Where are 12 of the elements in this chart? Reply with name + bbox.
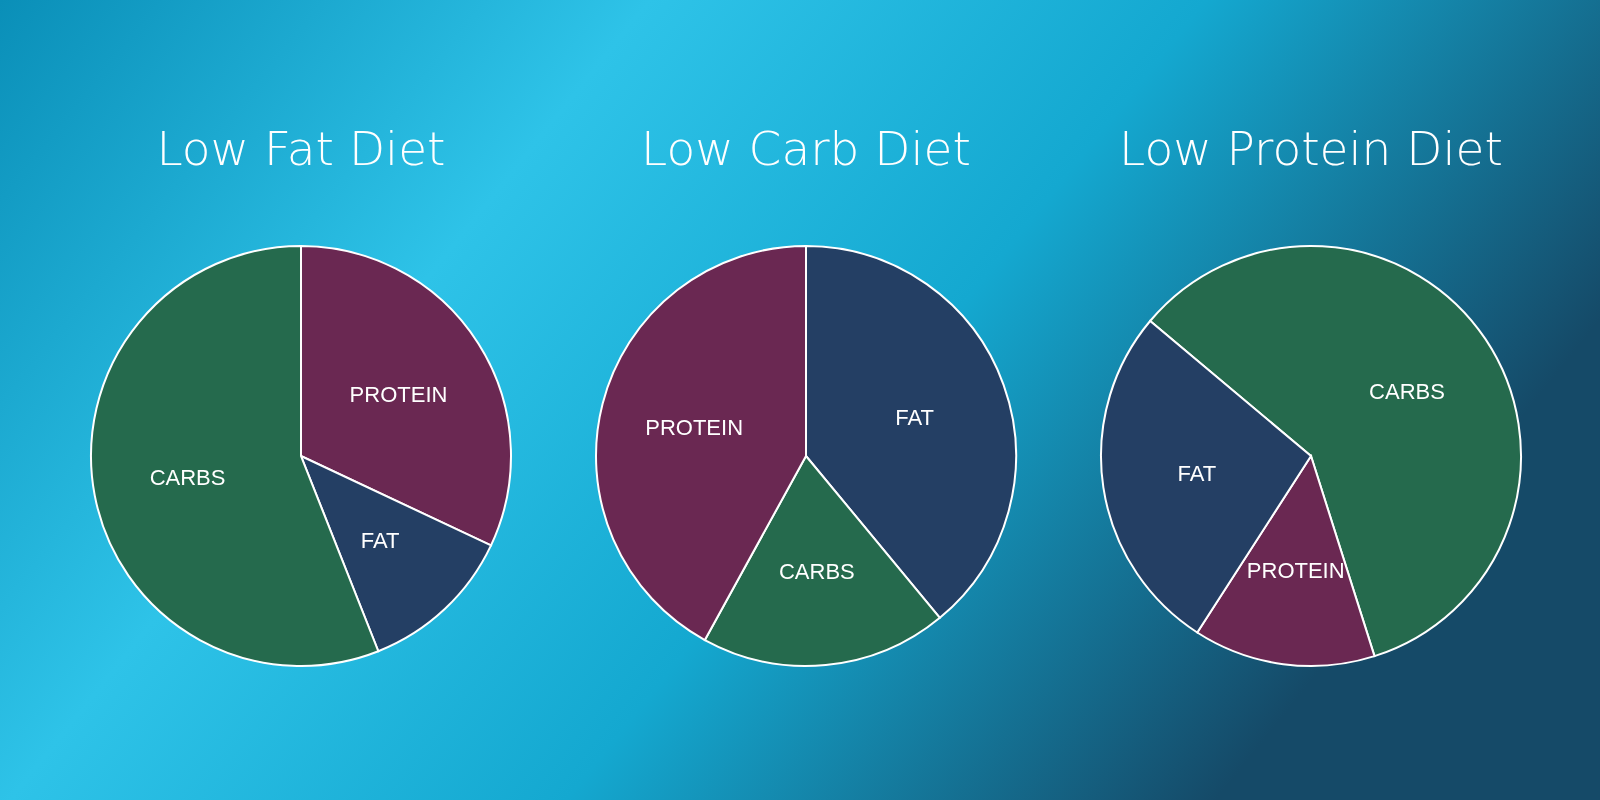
slice-label: PROTEIN	[1246, 558, 1345, 584]
slice-label: CARBS	[778, 558, 855, 584]
chart-title: Low Protein Diet	[1119, 121, 1503, 176]
chart-title: Low Fat Diet	[156, 121, 446, 176]
slice-label: PROTEIN	[349, 381, 448, 407]
slice-label: FAT	[1177, 460, 1217, 486]
slice-label: PROTEIN	[645, 414, 744, 440]
slice-label: CARBS	[1369, 379, 1445, 405]
slice-label: FAT	[360, 527, 400, 553]
slice-label: CARBS	[149, 465, 226, 491]
slice-label: FAT	[895, 404, 935, 430]
chart-title: Low Carb Diet	[641, 121, 971, 176]
